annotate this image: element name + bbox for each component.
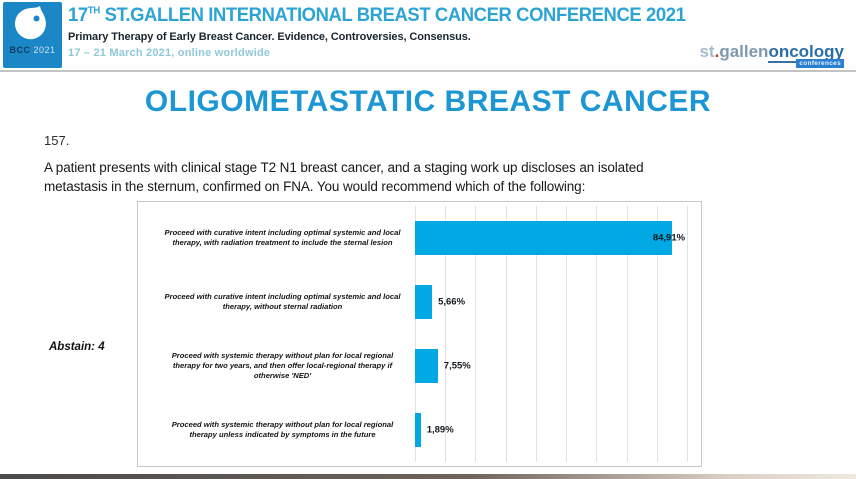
conference-title: 17TH ST.GALLEN INTERNATIONAL BREAST CANC… [68,5,686,27]
conference-dates: 17 – 21 March 2021, online worldwide [68,47,271,59]
question-line-2: metastasis in the sternum, confirmed on … [44,179,586,194]
breast-drop-icon [14,6,46,40]
question-line-1: A patient presents with clinical stage T… [44,160,644,175]
header-divider [0,70,856,72]
abstain-label: Abstain: 4 [49,341,105,353]
gridline [535,206,537,462]
logo-year-text: 2021 [33,45,56,55]
logo-gallen-text: gallen [719,42,769,61]
gridline [505,206,507,462]
gridline [596,206,598,462]
chart-row: Proceed with systemic therapy without pl… [138,398,696,462]
gridline [656,206,658,462]
bar-category-label: Proceed with curative intent including o… [164,292,401,311]
bottom-video-strip [0,474,856,479]
logo-bcc-text: BCC [9,45,31,55]
question-text: A patient presents with clinical stage T… [44,158,814,196]
logo-oncology-text: oncology [768,42,844,63]
bar [415,413,421,447]
gridline [445,206,447,462]
conference-title-ordinal: TH [87,5,101,17]
chart-row: Proceed with curative intent including o… [138,270,696,334]
chart-grid-layer [415,206,696,462]
bar-category-label: Proceed with systemic therapy without pl… [171,420,394,439]
chart-row: Proceed with curative intent including o… [138,206,696,270]
logo-dot: . [714,42,720,61]
bcc-conference-logo: BCC 2021 [3,2,62,68]
conferences-badge: conferences [796,59,844,68]
chart-rows: Proceed with curative intent including o… [138,202,701,466]
question-number: 157. [44,133,70,148]
bar-plot-area: 5,66% [415,270,696,334]
conference-title-rest: ST.GALLEN INTERNATIONAL BREAST CANCER CO… [99,5,686,26]
conference-title-number: 17 [68,5,88,26]
bar [415,285,433,319]
chart-row: Proceed with systemic therapy without pl… [138,334,696,398]
bar-value-label: 1,89% [426,424,454,436]
conference-subtitle: Primary Therapy of Early Breast Cancer. … [68,31,471,43]
bar [415,221,672,255]
bar-value-label: 5,66% [438,296,466,308]
gridline [475,206,477,462]
gridline [626,206,628,462]
conference-header: BCC 2021 17TH ST.GALLEN INTERNATIONAL BR… [0,0,856,72]
bar-value-label: 7,55% [443,360,471,372]
bar-value-label: 84,91% [652,232,686,244]
logo-caption: BCC 2021 [9,46,55,55]
logo-st-text: st [699,42,715,61]
slide-title: OLIGOMETASTATIC BREAST CANCER [144,85,712,118]
stgallen-oncology-logo: st.gallenoncology conferences [699,42,844,68]
gridline [686,206,688,462]
bar-plot-area: 1,89% [415,398,696,462]
gridline [566,206,568,462]
bar-category-label: Proceed with systemic therapy without pl… [171,351,394,380]
gridline [415,206,416,462]
bar-category-label: Proceed with curative intent including o… [164,228,401,247]
bar [415,349,438,383]
bar-plot-area: 7,55% [415,334,696,398]
bar-plot-area: 84,91% [415,206,696,270]
poll-results-chart: Proceed with curative intent including o… [137,201,702,467]
header-text-block: 17TH ST.GALLEN INTERNATIONAL BREAST CANC… [68,5,705,59]
